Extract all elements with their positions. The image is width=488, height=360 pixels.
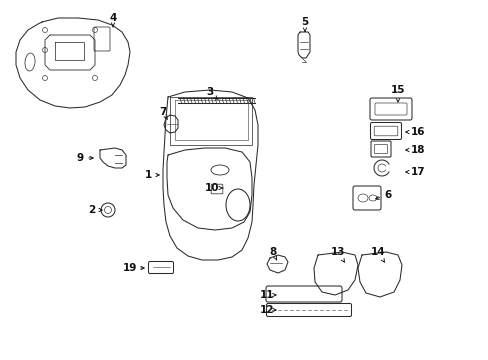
Text: 14: 14 (370, 247, 385, 257)
Text: 4: 4 (109, 13, 117, 23)
Text: 19: 19 (122, 263, 137, 273)
Text: 1: 1 (144, 170, 151, 180)
Text: 17: 17 (410, 167, 425, 177)
Text: 8: 8 (269, 247, 276, 257)
Text: 3: 3 (206, 87, 213, 97)
Text: 11: 11 (259, 290, 274, 300)
Text: 15: 15 (390, 85, 405, 95)
Text: 7: 7 (159, 107, 166, 117)
Text: 16: 16 (410, 127, 425, 137)
Text: 10: 10 (204, 183, 219, 193)
Text: 6: 6 (384, 190, 391, 200)
Text: 18: 18 (410, 145, 425, 155)
Text: 5: 5 (301, 17, 308, 27)
Text: 2: 2 (88, 205, 96, 215)
Text: 9: 9 (76, 153, 83, 163)
Text: 12: 12 (259, 305, 274, 315)
Text: 13: 13 (330, 247, 345, 257)
